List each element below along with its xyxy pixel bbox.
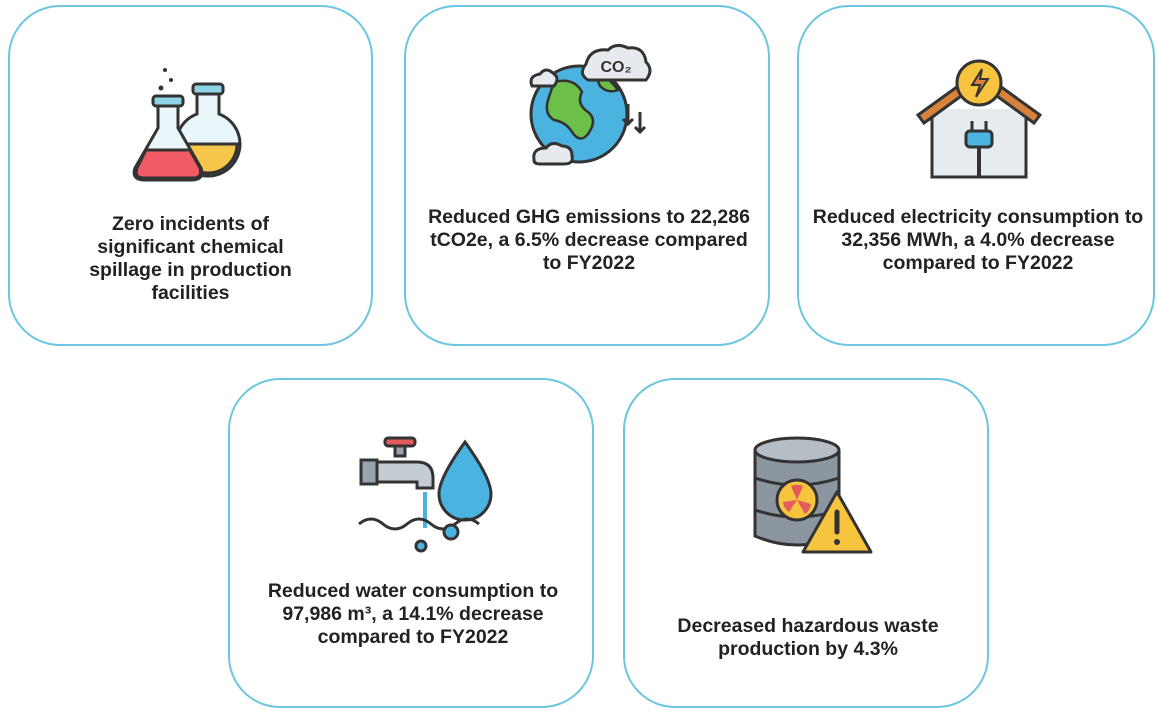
card-text: Zero incidents of significant chemical s… — [89, 213, 292, 304]
tap-icon — [358, 436, 493, 553]
barrel-icon — [753, 436, 873, 554]
card: Decreased hazardous waste production by … — [623, 378, 989, 708]
card-text: Decreased hazardous waste production by … — [677, 615, 939, 660]
card: Zero incidents of significant chemical s… — [8, 5, 373, 346]
house-icon — [915, 59, 1043, 179]
card-text: Reduced water consumption to 97,986 m³, … — [267, 580, 559, 648]
card: Reduced electricity consumption to 32,35… — [797, 5, 1155, 346]
flask-icon — [132, 68, 242, 182]
card: Reduced water consumption to 97,986 m³, … — [228, 378, 594, 708]
card: CO₂ Reduced GHG emissions to 22,286 tCO2… — [404, 5, 770, 346]
globe-icon: CO₂ — [529, 43, 652, 166]
svg-text:CO₂: CO₂ — [600, 59, 631, 76]
card-text: Reduced electricity consumption to 32,35… — [812, 206, 1144, 274]
card-text: Reduced GHG emissions to 22,286 tCO2e, a… — [428, 206, 750, 274]
